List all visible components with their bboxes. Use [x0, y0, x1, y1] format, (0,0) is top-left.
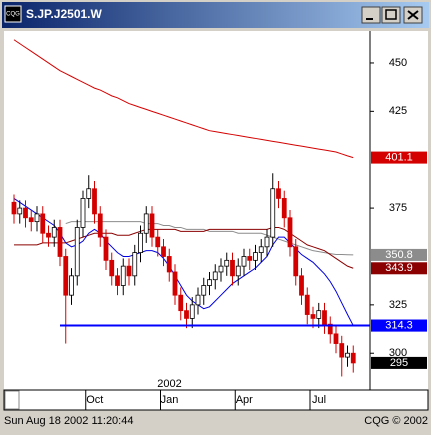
candle-body — [350, 352, 356, 364]
x-tick-label: Jul — [312, 394, 326, 406]
last-value-label-bg — [371, 262, 427, 275]
title-bar — [2, 2, 429, 28]
candle-body — [281, 198, 287, 219]
candle-body — [299, 275, 304, 296]
candle-body — [17, 207, 23, 215]
candle-body — [253, 252, 258, 261]
last-value-label-bg — [371, 151, 427, 164]
candle-body — [155, 236, 161, 248]
candle-body — [224, 259, 230, 267]
candle-body — [109, 259, 115, 277]
candle-body — [34, 213, 40, 223]
candle-body — [322, 310, 327, 325]
candle-body — [270, 188, 276, 238]
candle-body — [241, 256, 247, 267]
y-tick-label: 325 — [389, 299, 407, 311]
candle-body — [184, 310, 189, 319]
candle-body — [310, 314, 316, 319]
level-label: 314.3 — [385, 319, 413, 331]
last-value-label: 343.9 — [385, 262, 413, 274]
candle-body — [69, 275, 74, 296]
candle-body — [57, 227, 63, 257]
candle-body — [92, 188, 97, 215]
candle-body — [178, 294, 184, 312]
candle-body — [327, 323, 333, 335]
candle-body — [293, 246, 299, 277]
status-time: Sun Aug 18 2002 11:20:44 — [4, 415, 133, 427]
minimize-button[interactable] — [361, 6, 381, 24]
candle-body — [195, 294, 201, 306]
moving-average — [65, 221, 354, 256]
last-close-label-bg — [371, 356, 427, 369]
candle-body — [212, 271, 218, 281]
candle-body — [138, 232, 143, 254]
y-tick-label: 450 — [389, 57, 407, 69]
candle-body — [80, 198, 86, 228]
status-copyright: CQG © 2002 — [364, 415, 428, 427]
candle-body — [235, 265, 241, 277]
candle-body — [51, 227, 57, 238]
candle-body — [230, 259, 235, 277]
candle-body — [28, 217, 34, 223]
candle-body — [201, 285, 207, 296]
candle-body — [218, 265, 224, 273]
candle-body — [97, 213, 103, 238]
window-title: S.JP.J2501.W — [26, 7, 103, 21]
candle-body — [11, 201, 17, 215]
candle-body — [287, 217, 293, 248]
x-tick-label: Oct — [86, 394, 103, 406]
candle-body — [316, 310, 322, 319]
app-icon — [4, 5, 22, 23]
candle-body — [143, 213, 149, 234]
candle-body — [258, 246, 264, 254]
candle-body — [132, 252, 138, 277]
close-button[interactable] — [403, 6, 423, 24]
year-label: 2002 — [157, 378, 181, 390]
y-tick-label: 375 — [389, 202, 407, 214]
candle-body — [247, 256, 253, 261]
x-tick-label: Jan — [161, 394, 179, 406]
candle-body — [333, 333, 339, 344]
y-tick-label: 425 — [389, 105, 407, 117]
candle-body — [264, 236, 270, 248]
last-close-label: 295 — [390, 357, 408, 369]
time-axis — [3, 389, 429, 411]
last-value-label: 350.8 — [385, 249, 413, 261]
candle-body — [172, 271, 178, 296]
moving-average — [13, 39, 354, 159]
scroll-box[interactable] — [4, 390, 20, 410]
candle-body — [126, 265, 132, 277]
maximize-button[interactable] — [381, 6, 401, 24]
candle-body — [46, 232, 51, 238]
candle-body — [339, 343, 345, 358]
y-tick-label: 300 — [389, 347, 407, 359]
last-value-label: 401.1 — [385, 151, 413, 163]
candle-body — [149, 213, 155, 238]
candle-body — [207, 279, 212, 286]
candle-body — [161, 246, 166, 257]
x-tick-label: Apr — [236, 394, 253, 406]
candle-body — [189, 304, 195, 319]
candle-body — [40, 213, 46, 234]
level-label-bg — [371, 319, 427, 332]
candle-body — [345, 352, 350, 358]
last-value-label-bg — [371, 248, 427, 261]
candle-body — [74, 227, 80, 277]
candle-body — [86, 188, 92, 199]
candle-body — [63, 256, 69, 296]
candle-body — [120, 265, 126, 286]
candle-body — [23, 207, 28, 219]
app-icon-text: CQG — [6, 12, 20, 18]
moving-average — [14, 226, 354, 269]
plot-area — [4, 31, 370, 390]
candle-body — [276, 188, 281, 199]
candle-body — [304, 294, 310, 315]
candle-body — [103, 236, 109, 261]
candle-body — [115, 275, 120, 286]
candle-body — [166, 256, 172, 273]
